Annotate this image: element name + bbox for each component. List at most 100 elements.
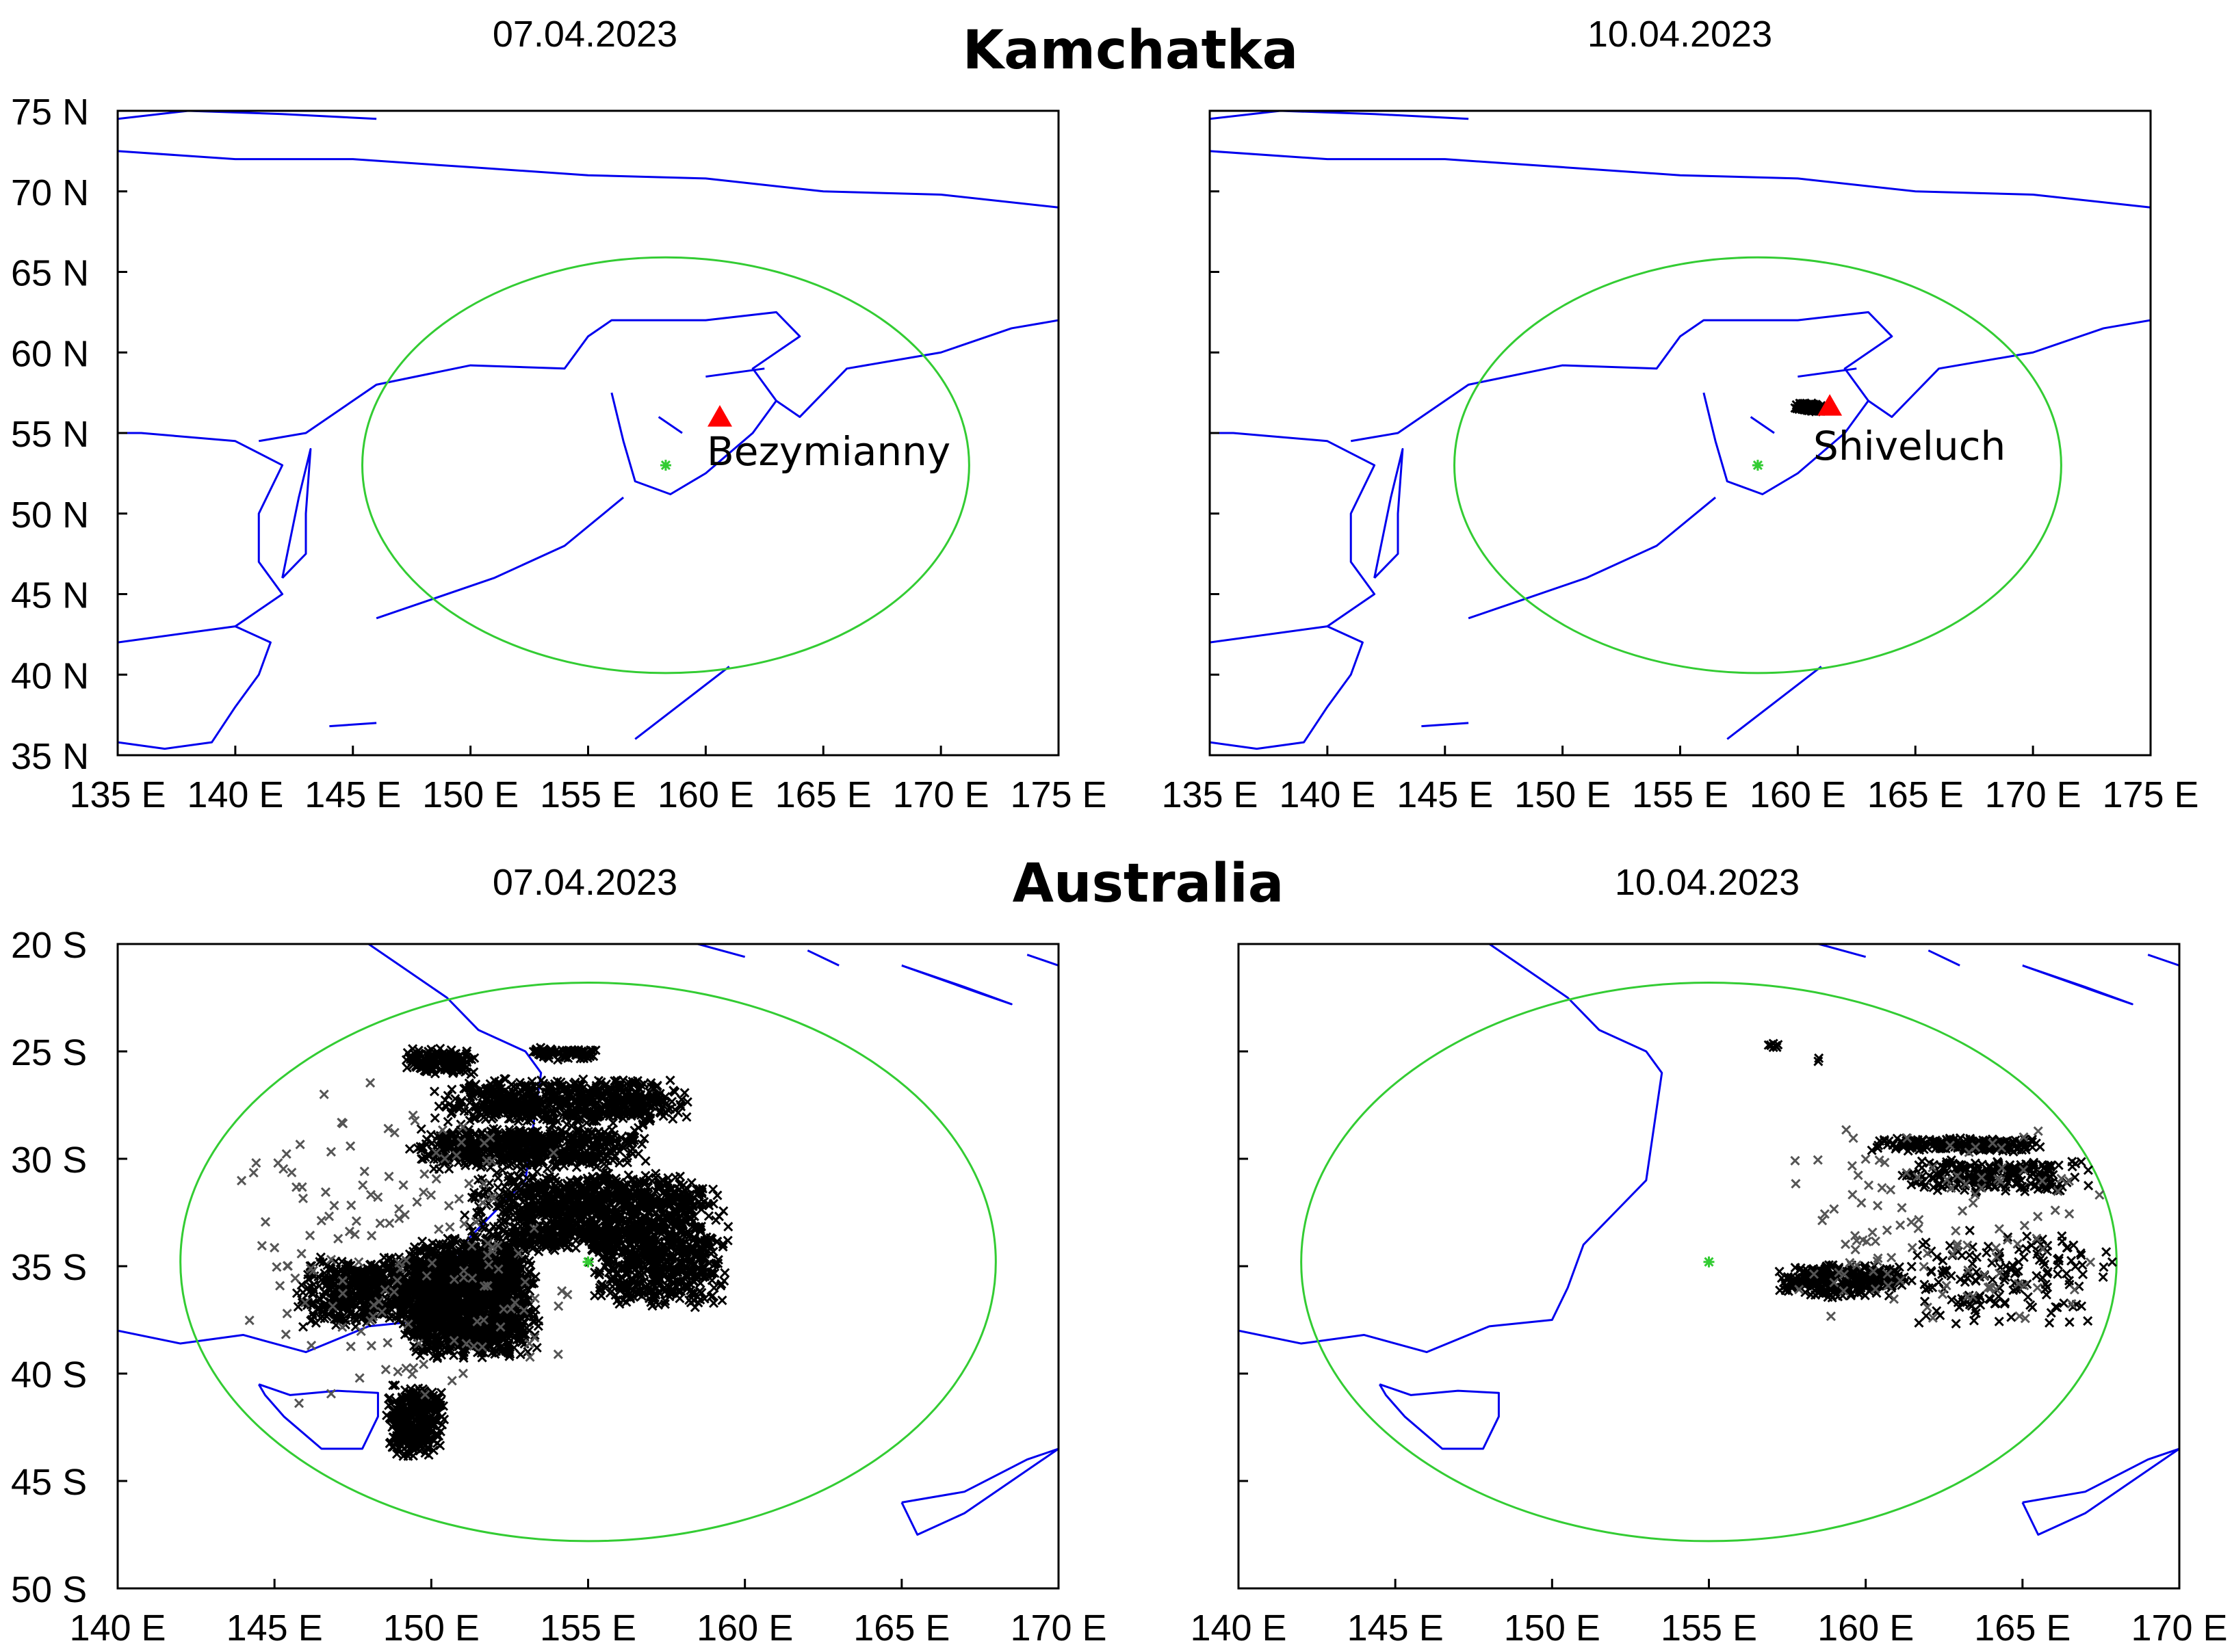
x-tick-label: 140 E: [1190, 1608, 1286, 1649]
x-tick-label: 160 E: [1817, 1608, 1914, 1649]
coastline: [118, 111, 1059, 749]
coastline-segment: [1751, 369, 1857, 433]
detection-crosses: [291, 1252, 460, 1335]
x-tick-label: 165 E: [853, 1608, 950, 1649]
y-tick-label: 45 N: [11, 575, 89, 616]
x-axis-ticks: 140 E 145 E 150 E 155 E 160 E 165 E 170 E: [69, 1579, 1107, 1649]
detection-cluster: [1790, 1125, 2105, 1324]
detection-cluster: [1867, 1133, 2045, 1157]
y-axis-ticks: 75 N 70 N 65 N 60 N 55 N 50 N 45 N 40 N 35 N: [11, 92, 89, 777]
coastline-segment: [2023, 1449, 2179, 1535]
x-tick-label: 165 E: [1974, 1608, 2071, 1649]
x-tick-label: 135 E: [1161, 774, 1258, 815]
map-area: [1238, 944, 2179, 1541]
x-tick-label: 170 E: [893, 774, 989, 815]
map-area: [118, 944, 1059, 1541]
coastline-segment: [1421, 666, 1821, 739]
y-tick-label: 35 S: [11, 1247, 87, 1288]
range-circle: [363, 257, 970, 673]
coastline-segment: [376, 497, 623, 618]
coastline-segment: [902, 965, 1011, 1004]
x-tick-label: 160 E: [658, 774, 754, 815]
coastline: [1210, 111, 2151, 749]
detection-cluster: [429, 1073, 692, 1131]
detection-crosses: [528, 1043, 601, 1065]
x-tick-label: 155 E: [540, 774, 636, 815]
volcano-label: Bezymianny: [707, 428, 950, 475]
x-tick-label: 145 E: [1397, 774, 1493, 815]
coastline: [118, 944, 1059, 1535]
y-tick-label: 70 N: [11, 172, 89, 213]
y-tick-label: 35 N: [11, 736, 89, 777]
y-tick-label: 50 N: [11, 495, 89, 536]
x-tick-label: 160 E: [1750, 774, 1846, 815]
detection-cluster: [291, 1252, 460, 1335]
detection-crosses: [1867, 1133, 2045, 1157]
panel-date: 07.04.2023: [493, 14, 677, 55]
y-tick-label: 30 S: [11, 1140, 87, 1181]
x-tick-label: 140 E: [69, 1608, 166, 1649]
x-tick-label: 160 E: [697, 1608, 793, 1649]
coastline-segment: [612, 393, 777, 494]
detection-cluster: [1912, 1225, 2117, 1329]
y-tick-label: 75 N: [11, 92, 89, 133]
coastline-segment: [2023, 965, 2132, 1004]
y-tick-label: 25 S: [11, 1032, 87, 1073]
range-circle: [181, 983, 996, 1541]
map-panel-australia-1: 07.04.2023 140 E 145 E 150 E 155 E 160 E 165 …: [11, 862, 1107, 1649]
detection-crosses: [1790, 1125, 2105, 1324]
x-tick-label: 135 E: [69, 774, 166, 815]
x-tick-label: 170 E: [1010, 1608, 1106, 1649]
y-tick-label: 45 S: [11, 1462, 87, 1503]
marker-layer: [1703, 1038, 2117, 1329]
detection-crosses: [584, 1219, 730, 1313]
detection-crosses: [401, 1043, 480, 1079]
station-marker: [582, 1256, 594, 1268]
coastline-segment: [1375, 449, 1403, 578]
x-tick-label: 145 E: [304, 774, 401, 815]
x-tick-label: 165 E: [1867, 774, 1964, 815]
x-tick-label: 170 E: [1985, 774, 2081, 815]
x-tick-label: 150 E: [1514, 774, 1611, 815]
volcano-triangle-marker: [708, 405, 732, 427]
volcano-triangle-marker: [1817, 394, 1843, 416]
x-axis-ticks: 135 E 140 E 145 E 150 E 155 E 160 E 165 E 170 E…: [69, 746, 1107, 815]
detection-crosses: [1763, 1038, 1783, 1053]
map-panel-australia-2: 10.04.2023 140 E 145 E 150 E 155 E 160 E 165 …: [1190, 862, 2227, 1649]
detection-cluster: [382, 1380, 450, 1461]
detection-cluster: [1897, 1155, 2094, 1198]
coastline-segment: [118, 627, 270, 749]
detection-crosses: [429, 1073, 692, 1131]
map-area: [1210, 111, 2151, 749]
coastline-segment: [1704, 393, 1869, 494]
detection-crosses: [1813, 1053, 1824, 1066]
map-panel-kamchatka-2: 10.04.2023 Shiveluch 135 E 140 E 145 E 150 …: [1161, 14, 2198, 815]
x-tick-label: 140 E: [187, 774, 283, 815]
detection-crosses: [236, 1077, 573, 1408]
x-tick-label: 155 E: [1632, 774, 1728, 815]
detection-cluster: [528, 1043, 601, 1065]
coastline-segment: [283, 449, 311, 578]
detection-crosses: [382, 1380, 450, 1461]
section-title-kamchatka: Kamchatka: [963, 20, 1299, 81]
coastline-segment: [698, 944, 1059, 965]
detection-cluster: [1813, 1053, 1824, 1066]
coastline: [1238, 944, 2179, 1535]
y-tick-label: 65 N: [11, 253, 89, 294]
detection-cluster: [401, 1043, 480, 1079]
detections: [236, 1043, 734, 1461]
panel-date: 10.04.2023: [1615, 862, 1800, 903]
panel-date: 07.04.2023: [493, 862, 677, 903]
x-tick-label: 145 E: [1347, 1608, 1444, 1649]
range-circle: [1301, 983, 2117, 1541]
y-tick-label: 50 S: [11, 1569, 87, 1610]
x-axis-ticks: 140 E 145 E 150 E 155 E 160 E 165 E 170 E: [1190, 1579, 2228, 1649]
x-tick-label: 150 E: [1504, 1608, 1600, 1649]
coastline-segment: [329, 666, 729, 739]
marker-layer: [1752, 394, 1843, 471]
detection-cluster: [584, 1219, 730, 1313]
coastline-segment: [1210, 433, 1375, 642]
y-tick-label: 55 N: [11, 414, 89, 455]
